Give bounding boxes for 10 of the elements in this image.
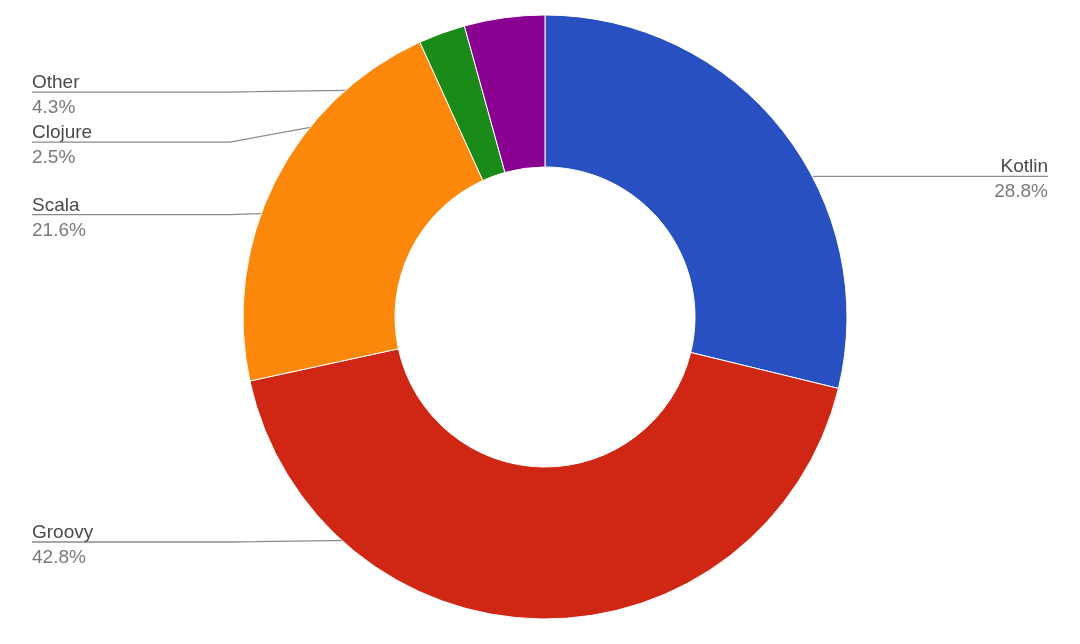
data-label: 28.8%	[994, 180, 1049, 202]
data-label: 21.6%	[32, 218, 86, 240]
slice-label: Groovy	[32, 520, 94, 542]
slice-label: Scala	[32, 193, 80, 215]
slice-label: Other	[32, 71, 81, 93]
slice-label: Kotlin	[1000, 155, 1048, 177]
data-label: 2.5%	[32, 146, 76, 168]
slice-label: Clojure	[32, 121, 93, 143]
data-label: 4.3%	[32, 96, 76, 118]
data-label: 42.8%	[32, 545, 86, 567]
